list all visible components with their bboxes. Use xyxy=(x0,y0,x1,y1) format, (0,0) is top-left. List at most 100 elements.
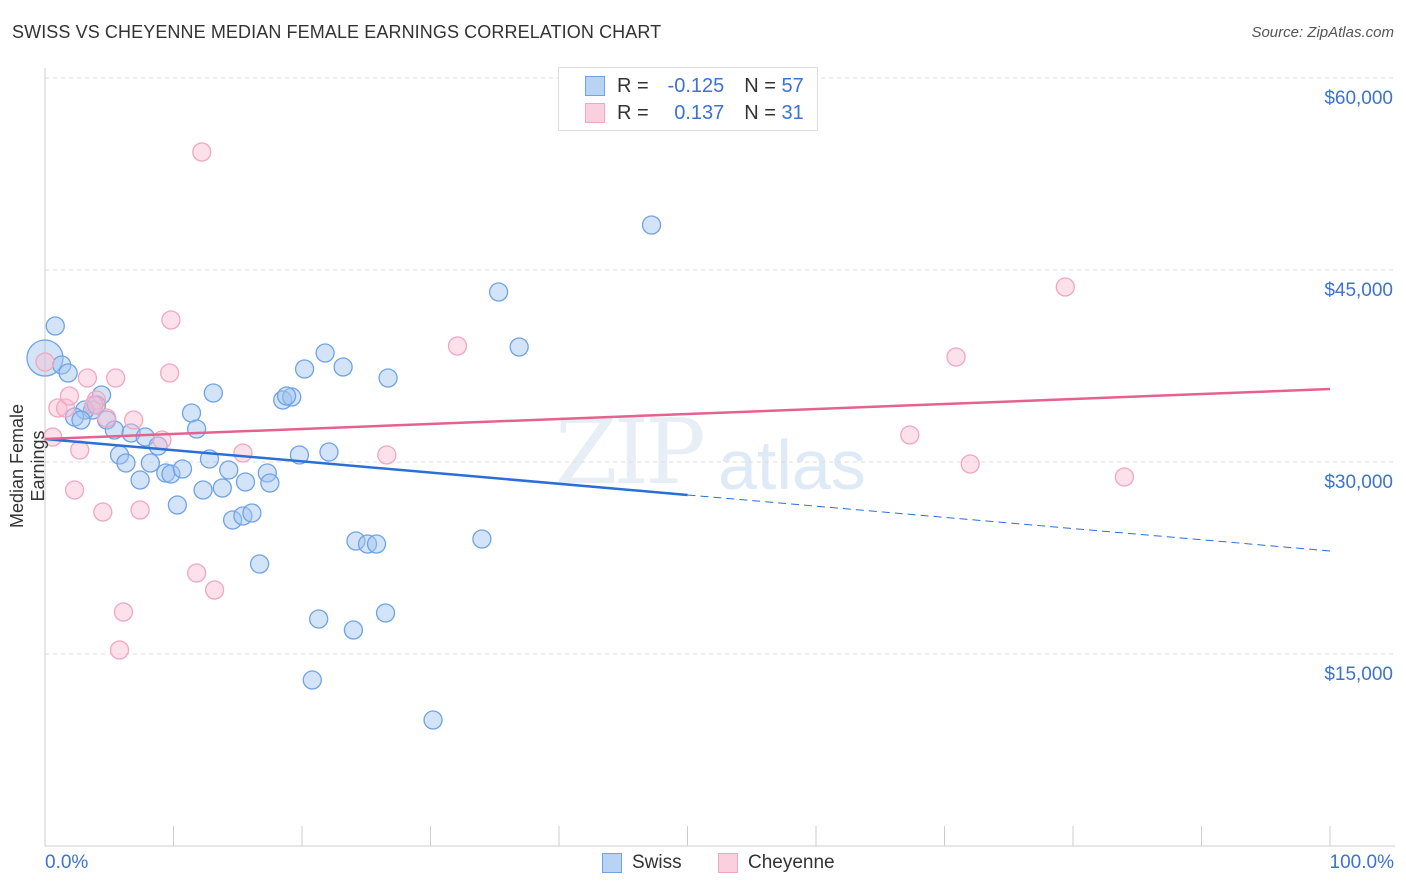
x-tick-min: 0.0% xyxy=(45,852,89,873)
swiss-point xyxy=(212,478,232,498)
cheyenne-swatch xyxy=(718,853,738,873)
y-axis-label: Median Female Earnings xyxy=(7,403,48,529)
swiss-point xyxy=(203,383,223,403)
swiss-point xyxy=(222,510,243,530)
cheyenne-point xyxy=(960,454,980,474)
cheyenne-point xyxy=(86,390,107,410)
swiss-point xyxy=(104,420,125,440)
swiss-point xyxy=(45,316,65,336)
swiss-point xyxy=(140,453,161,473)
cheyenne-point xyxy=(84,395,104,415)
cheyenne-point xyxy=(1114,467,1135,487)
cheyenne-point xyxy=(64,480,85,500)
swiss-point xyxy=(58,363,78,383)
cheyenne-point xyxy=(900,425,920,445)
swiss-trend-line-extension xyxy=(687,494,1331,552)
swiss-point xyxy=(641,215,662,235)
cheyenne-point xyxy=(48,398,68,418)
swiss-point xyxy=(167,495,188,515)
r-label: R = xyxy=(617,74,649,97)
swiss-point xyxy=(366,534,387,554)
swiss-point xyxy=(488,282,509,302)
cheyenne-point xyxy=(97,408,117,428)
swiss-point xyxy=(235,472,256,492)
swiss-point xyxy=(193,480,213,500)
r-value: 0.137 xyxy=(674,101,725,124)
cheyenne-point xyxy=(35,352,55,372)
swiss-point xyxy=(309,609,329,629)
n-value: 57 xyxy=(781,74,804,97)
cheyenne-point xyxy=(186,563,207,583)
correlation-legend: R = -0.125 N = 57 R = 0.137 N = 31 xyxy=(558,67,818,131)
cheyenne-point xyxy=(124,410,144,430)
y-tick-label: $15,000 xyxy=(1324,664,1393,685)
cheyenne-point xyxy=(93,502,113,522)
swiss-trend-line xyxy=(44,437,688,497)
swiss-point xyxy=(186,419,207,439)
swiss-point xyxy=(116,453,136,473)
swiss-point xyxy=(161,464,181,484)
cheyenne-trend-line xyxy=(44,387,1331,441)
swiss-point xyxy=(302,670,322,690)
legend-label: Cheyenne xyxy=(748,852,835,873)
swiss-point xyxy=(172,459,193,479)
cheyenne-point xyxy=(109,640,130,660)
swiss-point xyxy=(260,473,280,493)
swiss-swatch xyxy=(585,76,605,96)
cheyenne-point xyxy=(59,386,80,406)
cheyenne-point xyxy=(377,445,397,465)
swiss-point xyxy=(319,442,339,462)
swiss-swatch xyxy=(602,853,622,873)
swiss-point xyxy=(509,337,529,357)
r-value: -0.125 xyxy=(667,74,725,97)
cheyenne-point xyxy=(233,443,253,463)
swiss-point xyxy=(375,603,396,623)
cheyenne-point xyxy=(130,500,150,520)
swiss-point xyxy=(333,357,353,377)
cheyenne-swatch xyxy=(585,103,605,123)
swiss-point xyxy=(26,339,64,377)
n-label: N = xyxy=(744,101,776,124)
source-label: Source: ZipAtlas.com xyxy=(1251,24,1394,41)
swiss-point xyxy=(242,503,262,523)
cheyenne-point xyxy=(77,368,98,388)
swiss-point xyxy=(181,403,202,423)
cheyenne-point xyxy=(1055,277,1075,297)
swiss-point xyxy=(249,554,270,574)
cheyenne-point xyxy=(946,347,966,367)
x-tick-max: 100.0% xyxy=(1329,852,1394,873)
bottom-legend-swiss: Swiss xyxy=(602,852,682,874)
cheyenne-point xyxy=(43,427,63,447)
swiss-point xyxy=(219,460,239,480)
swiss-point xyxy=(343,620,364,640)
y-tick-label: $30,000 xyxy=(1324,472,1393,493)
bottom-legend-cheyenne: Cheyenne xyxy=(718,852,835,874)
y-tick-label: $60,000 xyxy=(1324,88,1393,109)
cheyenne-point xyxy=(447,336,468,356)
swiss-point xyxy=(130,470,150,490)
swiss-point xyxy=(423,710,443,730)
cheyenne-point xyxy=(106,368,126,388)
legend-row-cheyenne: R = 0.137 N = 31 xyxy=(585,101,804,125)
swiss-point xyxy=(378,368,398,388)
swiss-point xyxy=(346,531,366,551)
legend-row-swiss: R = -0.125 N = 57 xyxy=(585,74,804,98)
y-tick-label: $45,000 xyxy=(1324,280,1393,301)
watermark-logo-atlas: atlas xyxy=(718,426,866,504)
cheyenne-point xyxy=(113,602,134,622)
cheyenne-point xyxy=(192,142,212,162)
n-value: 31 xyxy=(781,101,804,124)
r-label: R = xyxy=(617,101,649,124)
cheyenne-point xyxy=(204,580,225,600)
cheyenne-point xyxy=(159,363,180,383)
cheyenne-point xyxy=(55,398,76,418)
swiss-point xyxy=(294,359,315,379)
swiss-point xyxy=(315,343,335,363)
cheyenne-point xyxy=(161,310,181,330)
chart-title: SWISS VS CHEYENNE MEDIAN FEMALE EARNINGS… xyxy=(12,22,662,42)
swiss-point xyxy=(472,529,492,549)
n-label: N = xyxy=(744,74,776,97)
legend-label: Swiss xyxy=(632,852,682,873)
swiss-point xyxy=(276,386,297,406)
